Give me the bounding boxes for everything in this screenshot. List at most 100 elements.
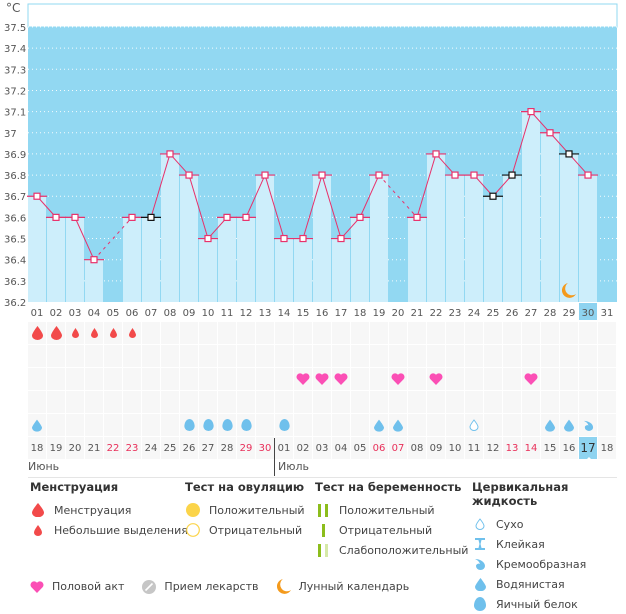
temperature-point[interactable]	[33, 192, 41, 200]
x-tick-label[interactable]: 24	[468, 308, 481, 319]
calendar-cell[interactable]	[522, 345, 540, 367]
calendar-cell[interactable]	[256, 414, 274, 436]
calendar-cell[interactable]	[28, 345, 46, 367]
calendar-cell[interactable]	[598, 391, 616, 413]
temperature-point[interactable]	[71, 213, 79, 221]
x-tick-label[interactable]: 03	[69, 308, 82, 319]
temperature-point[interactable]	[261, 171, 269, 179]
calendar-day[interactable]: 25	[161, 437, 179, 459]
calendar-day[interactable]: 23	[123, 437, 141, 459]
temperature-point[interactable]	[584, 171, 592, 179]
x-tick-label[interactable]: 07	[145, 308, 158, 319]
calendar-cell[interactable]	[370, 322, 388, 344]
calendar-cell[interactable]	[294, 322, 312, 344]
calendar-cell[interactable]	[237, 345, 255, 367]
calendar-cell[interactable]	[218, 368, 236, 390]
x-tick-label[interactable]: 16	[316, 308, 329, 319]
calendar-cell[interactable]	[598, 322, 616, 344]
calendar-cell[interactable]	[85, 322, 103, 344]
calendar-cell[interactable]	[598, 414, 616, 436]
calendar-cell[interactable]	[579, 368, 597, 390]
calendar-cell[interactable]	[427, 345, 445, 367]
calendar-cell[interactable]	[66, 345, 84, 367]
calendar-day[interactable]: 29	[237, 437, 255, 459]
calendar-cell[interactable]	[275, 391, 293, 413]
calendar-cell[interactable]	[161, 414, 179, 436]
calendar-cell[interactable]	[408, 345, 426, 367]
calendar-cell[interactable]	[104, 368, 122, 390]
calendar-day[interactable]: 02	[294, 437, 312, 459]
calendar-cell[interactable]	[522, 368, 540, 390]
x-tick-label[interactable]: 04	[88, 308, 101, 319]
calendar-cell[interactable]	[332, 414, 350, 436]
calendar-cell[interactable]	[28, 391, 46, 413]
calendar-cell[interactable]	[389, 368, 407, 390]
calendar-cell[interactable]	[294, 391, 312, 413]
calendar-cell[interactable]	[370, 414, 388, 436]
calendar-cell[interactable]	[465, 414, 483, 436]
calendar-cell[interactable]	[237, 414, 255, 436]
temperature-point[interactable]	[90, 256, 98, 264]
calendar-cell[interactable]	[104, 414, 122, 436]
calendar-cell[interactable]	[294, 368, 312, 390]
calendar-day[interactable]: 19	[47, 437, 65, 459]
calendar-cell[interactable]	[389, 322, 407, 344]
calendar-cell[interactable]	[579, 345, 597, 367]
temperature-point[interactable]	[185, 171, 193, 179]
calendar-cell[interactable]	[332, 322, 350, 344]
temperature-point[interactable]	[375, 171, 383, 179]
calendar-cell[interactable]	[142, 414, 160, 436]
calendar-cell[interactable]	[351, 322, 369, 344]
calendar-day[interactable]: 09	[427, 437, 445, 459]
calendar-cell[interactable]	[47, 322, 65, 344]
calendar-cell[interactable]	[332, 391, 350, 413]
calendar-day[interactable]: 11	[465, 437, 483, 459]
calendar-day[interactable]: 06	[370, 437, 388, 459]
calendar-cell[interactable]	[351, 414, 369, 436]
temperature-point[interactable]	[204, 234, 212, 243]
calendar-cell[interactable]	[313, 345, 331, 367]
calendar-cell[interactable]	[389, 414, 407, 436]
calendar-cell[interactable]	[85, 391, 103, 413]
calendar-cell[interactable]	[503, 414, 521, 436]
calendar-cell[interactable]	[408, 368, 426, 390]
calendar-cell[interactable]	[598, 368, 616, 390]
calendar-cell[interactable]	[123, 322, 141, 344]
calendar-cell[interactable]	[47, 345, 65, 367]
calendar-cell[interactable]	[541, 368, 559, 390]
calendar-cell[interactable]	[370, 391, 388, 413]
temperature-point[interactable]	[242, 213, 250, 221]
calendar-cell[interactable]	[522, 414, 540, 436]
calendar-cell[interactable]	[180, 414, 198, 436]
temperature-point[interactable]	[451, 171, 459, 179]
x-tick-label[interactable]: 23	[449, 308, 462, 319]
calendar-day[interactable]: 30	[256, 437, 274, 459]
calendar-cell[interactable]	[408, 322, 426, 344]
calendar-cell[interactable]	[446, 322, 464, 344]
calendar-cell[interactable]	[484, 391, 502, 413]
calendar-cell[interactable]	[85, 345, 103, 367]
calendar-cell[interactable]	[237, 368, 255, 390]
calendar-day[interactable]: 12	[484, 437, 502, 459]
calendar-cell[interactable]	[123, 368, 141, 390]
x-tick-label[interactable]: 29	[563, 308, 576, 319]
calendar-cell[interactable]	[218, 414, 236, 436]
x-tick-label[interactable]: 22	[430, 308, 443, 319]
calendar-cell[interactable]	[123, 391, 141, 413]
calendar-cell[interactable]	[522, 391, 540, 413]
calendar-day[interactable]: 04	[332, 437, 350, 459]
x-tick-label[interactable]: 15	[297, 308, 310, 319]
calendar-cell[interactable]	[408, 414, 426, 436]
temperature-point[interactable]	[565, 150, 573, 158]
calendar-cell[interactable]	[332, 368, 350, 390]
calendar-day[interactable]: 21	[85, 437, 103, 459]
temperature-point[interactable]	[489, 192, 497, 200]
x-tick-label[interactable]: 08	[164, 308, 177, 319]
calendar-cell[interactable]	[503, 391, 521, 413]
calendar-cell[interactable]	[351, 368, 369, 390]
x-tick-label[interactable]: 18	[354, 308, 367, 319]
calendar-cell[interactable]	[218, 322, 236, 344]
calendar-cell[interactable]	[142, 345, 160, 367]
calendar-cell[interactable]	[465, 345, 483, 367]
x-tick-label[interactable]: 11	[221, 308, 234, 319]
